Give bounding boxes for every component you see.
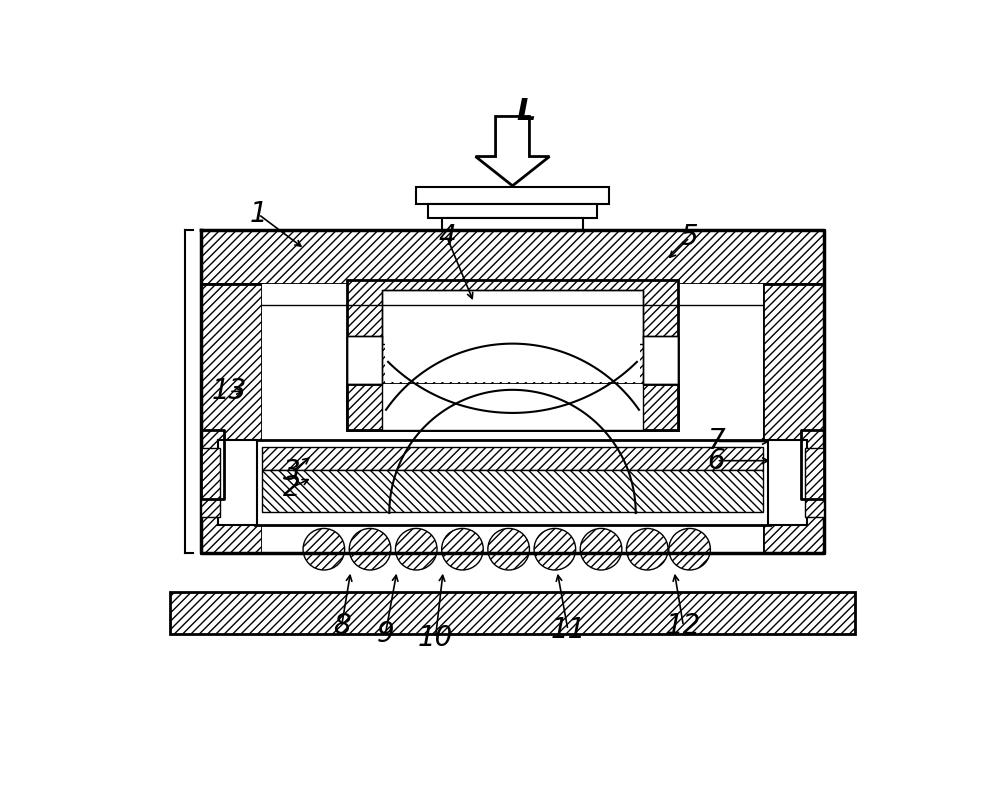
Bar — [428, 204, 597, 218]
Text: 9: 9 — [377, 620, 394, 648]
Polygon shape — [476, 116, 549, 186]
Bar — [170, 592, 855, 634]
Text: 7: 7 — [708, 427, 725, 456]
Bar — [442, 218, 583, 229]
Text: 8: 8 — [333, 612, 350, 640]
Bar — [347, 384, 678, 430]
Bar — [385, 297, 640, 382]
Circle shape — [534, 528, 576, 570]
Text: 13: 13 — [212, 377, 247, 405]
Bar — [416, 187, 609, 204]
Circle shape — [669, 528, 710, 570]
Bar — [347, 280, 678, 430]
Bar — [218, 440, 257, 524]
Bar — [805, 448, 824, 517]
Text: 3: 3 — [283, 458, 300, 486]
Circle shape — [488, 528, 529, 570]
Bar — [262, 470, 763, 513]
Bar — [763, 283, 824, 553]
Circle shape — [626, 528, 668, 570]
Bar — [643, 336, 678, 384]
Circle shape — [395, 528, 437, 570]
Bar — [262, 283, 763, 553]
Bar — [382, 384, 643, 430]
Text: 4: 4 — [438, 223, 456, 252]
Text: 5: 5 — [681, 223, 698, 252]
Circle shape — [442, 528, 483, 570]
Bar — [768, 440, 807, 524]
Text: 1: 1 — [250, 200, 267, 229]
Circle shape — [580, 528, 622, 570]
Text: 11: 11 — [550, 616, 586, 644]
Circle shape — [349, 528, 391, 570]
Bar — [262, 283, 763, 305]
Text: 6: 6 — [708, 447, 725, 475]
Bar — [347, 336, 382, 384]
Bar — [201, 448, 220, 517]
Bar — [201, 229, 824, 283]
Bar — [262, 447, 763, 470]
Text: 2: 2 — [283, 474, 300, 501]
Bar — [382, 290, 643, 343]
Bar — [255, 440, 770, 524]
Circle shape — [303, 528, 345, 570]
Text: L: L — [517, 97, 536, 127]
Text: 12: 12 — [666, 612, 701, 640]
Text: 10: 10 — [418, 624, 453, 652]
Bar — [201, 283, 262, 553]
